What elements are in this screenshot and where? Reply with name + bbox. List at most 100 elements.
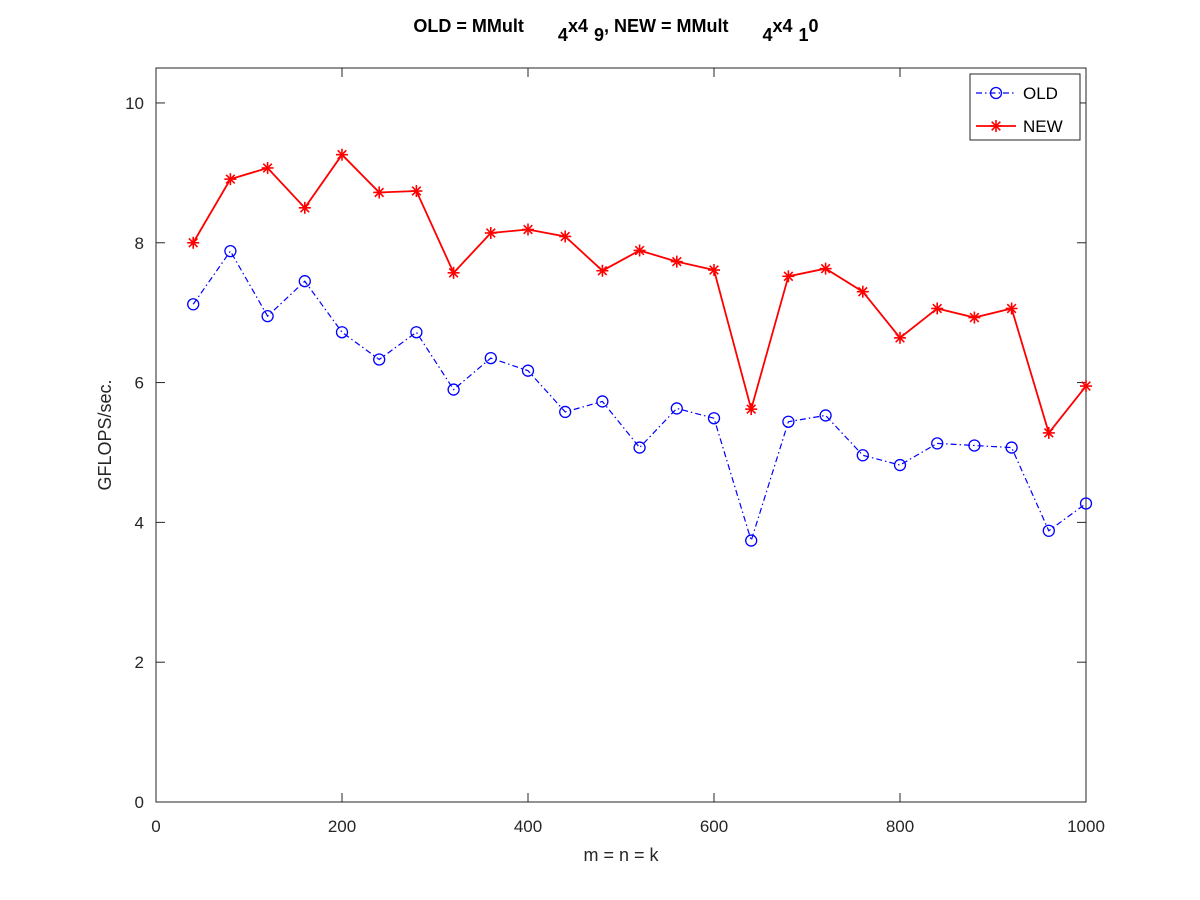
series-old-line: [192, 250, 1087, 543]
plot-area: [155, 67, 1087, 803]
series-new-point-stroke: [671, 256, 682, 267]
x-tick-label: 400: [514, 817, 542, 836]
x-tick-label: 0: [151, 817, 160, 836]
series-new-point: [410, 185, 423, 198]
series-new-point-stroke: [820, 263, 831, 274]
series-new-point: [559, 230, 572, 243]
legend-new-label: NEW: [1023, 117, 1063, 136]
series-new-point-stroke: [262, 163, 273, 173]
legend-old-label: OLD: [1023, 84, 1058, 103]
series-new-point-stroke: [1043, 428, 1054, 438]
legend-new-asterisk-stroke: [991, 121, 1001, 131]
series-old-point: [335, 326, 349, 339]
series-new-point: [1005, 302, 1018, 315]
series-new-point-stroke: [299, 202, 310, 213]
series-old-point: [819, 409, 832, 422]
series-new-point-stroke: [746, 404, 757, 415]
y-tick-label: 8: [135, 234, 144, 253]
series-new-point: [596, 264, 609, 277]
series-new-point: [336, 148, 348, 161]
series-new-point-stroke: [597, 265, 608, 276]
series-new-point-stroke: [225, 174, 236, 185]
series-new-point-stroke: [485, 228, 496, 238]
x-axis-label: m = n = k: [583, 845, 659, 865]
x-tick-label: 800: [886, 817, 914, 836]
title-sub-a: 4: [558, 25, 568, 45]
series-new-point-stroke: [448, 267, 459, 278]
series-old-point: [1079, 497, 1093, 510]
series-old-point: [968, 439, 981, 452]
series-new-point: [373, 186, 386, 199]
series-new-point: [745, 403, 758, 416]
series-new-point: [670, 255, 683, 268]
title-part-c: , NEW = MMult: [604, 16, 729, 36]
series-old-point: [447, 383, 460, 396]
series-new-point-stroke: [1006, 303, 1017, 314]
series-new-point: [819, 262, 832, 275]
series-old-point: [1042, 524, 1055, 537]
series-new-point-stroke: [560, 231, 571, 242]
series-new-point: [224, 173, 237, 186]
series-new-point-stroke: [932, 303, 943, 314]
series-new-point: [856, 285, 869, 298]
series-old-point: [410, 326, 423, 339]
series-new-point: [261, 161, 274, 174]
y-tick-label: 10: [125, 94, 144, 113]
series-new-point: [633, 244, 646, 257]
series-new-point-stroke: [1081, 381, 1091, 391]
series-old-point: [261, 310, 274, 323]
series-old-point: [633, 441, 646, 454]
legend-old-marker: [989, 86, 1003, 100]
chart-title: OLD = MMult 4x4 9, NEW = MMult 4x4 10: [413, 16, 818, 45]
series-new-point-stroke: [188, 237, 199, 248]
series-new-point: [1042, 426, 1055, 439]
series-old-point: [559, 405, 572, 419]
series-old-point: [670, 402, 683, 415]
legend: OLD NEW: [969, 73, 1081, 141]
series-old-point: [187, 298, 200, 311]
series-new-point-stroke: [374, 187, 385, 198]
title-part-e: 0: [809, 16, 819, 36]
y-tick-label: 0: [135, 793, 144, 812]
series-new-point: [894, 331, 906, 344]
series-old-point: [298, 275, 311, 288]
legend-box: [969, 73, 1081, 141]
legend-new-asterisk: [990, 120, 1002, 132]
series-old-point: [224, 245, 237, 258]
series-old-point: [893, 458, 907, 472]
title-part-a: OLD = MMult: [413, 16, 524, 36]
series-new-point-stroke: [783, 271, 794, 282]
x-tick-label: 1000: [1067, 817, 1105, 836]
series-old-point: [931, 437, 944, 450]
y-tick-label: 2: [135, 653, 144, 672]
series-new-point-stroke: [895, 332, 905, 343]
series-new-point-stroke: [969, 312, 980, 323]
series-new-point-stroke: [709, 265, 719, 275]
x-tick-label: 600: [700, 817, 728, 836]
series-new-point: [782, 270, 795, 283]
series-old-point: [373, 353, 386, 366]
series-old-point: [745, 534, 758, 547]
series-new-point-stroke: [857, 286, 868, 297]
series-new-point: [968, 311, 981, 324]
series-new-point-stroke: [337, 149, 347, 160]
series-old-point: [782, 415, 795, 428]
x-tick-label: 200: [328, 817, 356, 836]
series-old-point: [856, 449, 869, 462]
series-old-point: [596, 395, 609, 408]
series-new-point: [1080, 380, 1092, 393]
title-part-b: x4: [568, 16, 588, 36]
title-sub-b: 9: [594, 25, 604, 45]
series-new-point-stroke: [523, 224, 533, 235]
y-tick-label: 4: [135, 513, 144, 532]
axis-ticks: 0 200 400 600 800 1000 0 2 4 6 8 10: [125, 68, 1105, 836]
series-new-point-stroke: [411, 186, 422, 196]
series-old-point: [521, 364, 535, 377]
series-old-point: [707, 412, 721, 425]
series-new-point: [447, 266, 460, 279]
series-old-point: [1005, 441, 1018, 454]
series-new-point: [708, 264, 720, 277]
title-part-d: x4: [773, 16, 793, 36]
series-new-point: [484, 226, 497, 239]
